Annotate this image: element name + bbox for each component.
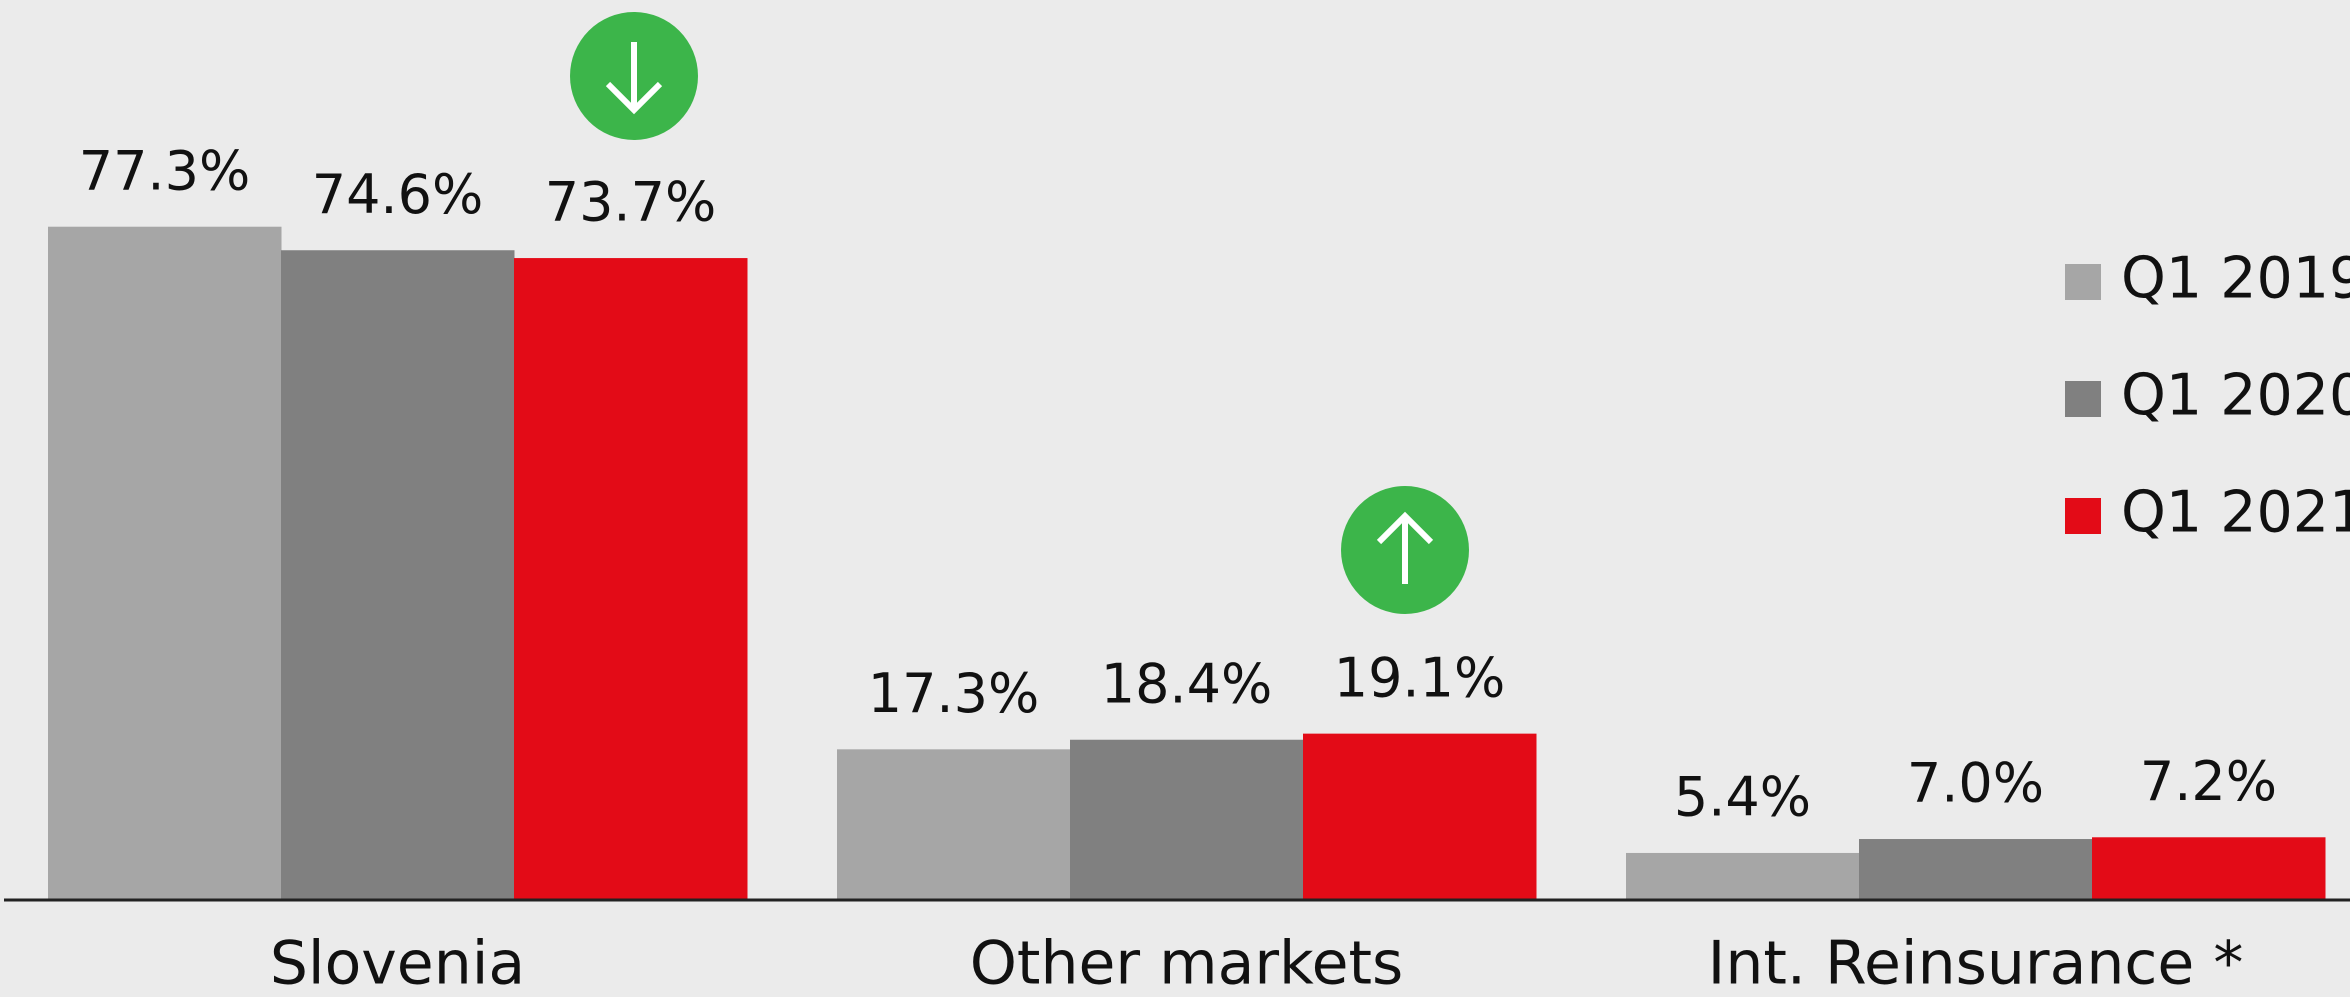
value-label: 74.6% [312, 163, 484, 226]
bar [1303, 733, 1537, 900]
legend-swatch [2065, 498, 2101, 534]
value-label: 7.0% [1907, 752, 2044, 815]
bar [1070, 739, 1304, 900]
x-tick-label: Slovenia [270, 929, 525, 997]
x-tick-label: Other markets [970, 929, 1404, 997]
legend-label: Q1 2020 [2121, 363, 2350, 429]
bar [514, 258, 748, 900]
bar [2092, 837, 2326, 900]
bar [1626, 852, 1860, 900]
legend-label: Q1 2019 [2121, 246, 2350, 312]
bar [281, 250, 515, 900]
legend-swatch [2065, 381, 2101, 417]
up-icon [1341, 486, 1469, 614]
legend-label: Q1 2021 [2121, 480, 2350, 546]
value-label: 19.1% [1334, 646, 1506, 709]
bar [1859, 839, 2093, 900]
value-label: 7.2% [2140, 750, 2277, 813]
value-label: 5.4% [1674, 766, 1811, 829]
bar [48, 226, 282, 901]
x-tick-label: Int. Reinsurance * [1708, 929, 2244, 997]
value-label: 77.3% [79, 139, 251, 202]
legend-swatch [2065, 264, 2101, 300]
bar [837, 749, 1071, 900]
value-label: 17.3% [868, 662, 1040, 725]
value-label: 18.4% [1101, 652, 1273, 715]
down-icon [570, 12, 698, 140]
value-label: 73.7% [545, 171, 717, 234]
